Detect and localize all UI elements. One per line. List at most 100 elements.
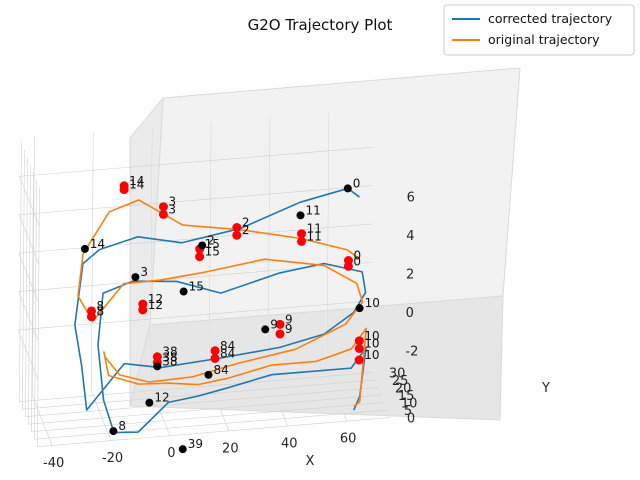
z-gridline <box>18 223 373 303</box>
vertex-marker-original <box>354 355 364 365</box>
x-axis-label: X <box>306 454 315 469</box>
vertex-label-original: 14 <box>129 174 144 188</box>
vertex-label-original: 12 <box>148 292 163 306</box>
x-tick-label: -20 <box>102 451 123 466</box>
x-gridline-shade <box>32 136 53 446</box>
vertex-label-original: 84 <box>220 346 235 360</box>
chart-title: G2O Trajectory Plot <box>248 16 393 34</box>
vertex-label-corrected: 8 <box>118 419 126 433</box>
vertex-label-corrected: 11 <box>306 203 321 217</box>
vertex-marker-original <box>343 261 353 271</box>
y-tick-label: 10 <box>401 396 418 411</box>
vertex-label-corrected: 10 <box>365 296 380 310</box>
vertex-label-original: 38 <box>162 351 177 365</box>
vertex-label-corrected: 39 <box>188 437 203 451</box>
vertex-marker-original <box>195 252 205 262</box>
legend-box <box>443 4 635 56</box>
vertex-marker-corrected <box>343 184 352 193</box>
y-tick-label: 5 <box>404 404 412 419</box>
vertex-label-original: 10 <box>364 329 379 343</box>
y-axis-label: Y <box>541 381 550 396</box>
vertex-label-corrected: 0 <box>353 176 361 190</box>
x-tick-label: 0 <box>167 446 175 461</box>
series-line-corrected <box>74 187 367 434</box>
vertex-label-original: 8 <box>97 299 105 313</box>
series-lines <box>74 187 367 434</box>
x-gridline-shade <box>326 112 347 422</box>
legend-label-corrected: corrected trajectory <box>488 11 613 26</box>
z-gridline <box>18 262 372 342</box>
y-tick-label: 15 <box>398 389 415 404</box>
vertex-marker-original <box>297 236 307 246</box>
x-gridline-shade <box>149 126 171 436</box>
vertex-label-original: 15 <box>205 245 220 259</box>
series-line-original <box>77 199 367 407</box>
vertex-marker-corrected <box>296 211 305 220</box>
vertex-marker-corrected <box>261 325 270 334</box>
x-gridline-shade <box>90 131 112 441</box>
vertex-label-original: 9 <box>285 312 293 326</box>
vertex-marker-corrected <box>153 362 162 371</box>
z-tick-label: 0 <box>406 306 414 321</box>
vertex-marker-original <box>297 229 307 239</box>
vertex-label-original: 10 <box>364 336 379 350</box>
vertex-label-original: 15 <box>205 237 220 251</box>
vertex-label-original: 38 <box>162 345 177 359</box>
vertex-label-original: 10 <box>364 348 379 362</box>
x-gridline-shade <box>208 122 230 431</box>
y-tick-label: 25 <box>392 374 409 389</box>
vertex-label-corrected: 84 <box>213 363 228 377</box>
vertex-marker-original <box>232 230 242 240</box>
y-gridline <box>37 187 391 447</box>
legend-label-original: original trajectory <box>488 32 600 47</box>
vertex-label-corrected: 38 <box>162 354 177 368</box>
x-tick-label: -40 <box>43 456 64 471</box>
vertex-markers: 0011112233141415158812129984843838101010… <box>80 174 380 454</box>
vertex-label-original: 3 <box>168 202 176 216</box>
vertex-label-original: 11 <box>307 222 322 236</box>
vertex-marker-original <box>354 336 364 346</box>
y-gridline <box>19 142 373 402</box>
x-tick-label: 20 <box>222 441 239 456</box>
vertex-marker-corrected <box>178 445 187 454</box>
vertex-marker-original <box>275 329 285 339</box>
vertex-marker-corrected <box>109 427 118 436</box>
y-tick-label: 30 <box>389 366 406 381</box>
x-tick-label: 60 <box>340 432 357 447</box>
y-tick-label: 20 <box>395 381 412 396</box>
y-gridline <box>31 172 385 432</box>
vertex-marker-original <box>119 185 129 195</box>
y-gridline <box>25 157 379 417</box>
vertex-label-original: 84 <box>220 339 235 353</box>
vertex-marker-corrected <box>145 398 154 407</box>
vertex-label-corrected: 2 <box>207 233 215 247</box>
vertex-label-corrected: 14 <box>90 237 105 251</box>
z-tick-label: -2 <box>405 344 418 359</box>
vertex-marker-original <box>158 202 168 212</box>
y-gridline <box>22 149 376 410</box>
z-tick-label: 6 <box>407 191 415 206</box>
vertex-label-original: 2 <box>242 216 250 230</box>
vertex-label-original: 9 <box>285 322 293 336</box>
vertex-marker-corrected <box>131 273 140 282</box>
vertex-label-corrected: 12 <box>154 391 169 405</box>
vertex-label-original: 2 <box>242 223 250 237</box>
vertex-label-original: 0 <box>353 249 361 263</box>
vertex-marker-original <box>275 319 285 329</box>
vertex-marker-original <box>210 353 220 363</box>
vertex-marker-original <box>354 343 364 353</box>
z-tick-label: 2 <box>406 267 414 282</box>
y-tick-label: 0 <box>407 411 415 426</box>
vertex-label-corrected: 3 <box>140 265 148 279</box>
vertex-marker-original <box>158 209 168 219</box>
vertex-label-corrected: 9 <box>270 317 278 331</box>
vertex-label-original: 12 <box>148 298 163 312</box>
vertex-marker-original <box>86 312 96 322</box>
gridlines <box>17 112 391 447</box>
vertex-label-original: 0 <box>353 254 361 268</box>
vertex-marker-corrected <box>204 370 213 379</box>
legend: corrected trajectory original trajectory <box>443 4 635 56</box>
z-gridline <box>17 300 372 380</box>
